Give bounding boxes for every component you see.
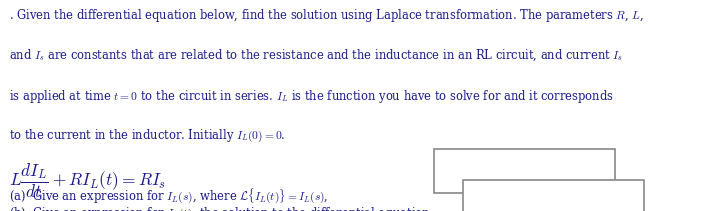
Text: is applied at time $t = 0$ to the circuit in series. $I_L$ is the function you h: is applied at time $t = 0$ to the circui… — [9, 88, 613, 105]
Text: and $I_s$ are constants that are related to the resistance and the inductance in: and $I_s$ are constants that are related… — [9, 47, 623, 63]
Bar — [434, 149, 615, 193]
Text: to the current in the inductor. Initially $I_L(0) = 0$.: to the current in the inductor. Initiall… — [9, 128, 285, 144]
Bar — [463, 180, 644, 211]
Text: (b)  Give an expression for $I_L(t)$; the solution to the differential equation: (b) Give an expression for $I_L(t)$; the… — [9, 206, 430, 211]
Text: . Given the differential equation below, find the solution using Laplace transfo: . Given the differential equation below,… — [9, 7, 644, 24]
Text: (a)  Give an expression for $I_L(s)$, where $\mathcal{L}\{I_L(t)\} = I_L(s)$,: (a) Give an expression for $I_L(s)$, whe… — [9, 187, 328, 205]
Text: $L\dfrac{dI_L}{dt} + RI_L(t) = RI_s$: $L\dfrac{dI_L}{dt} + RI_L(t) = RI_s$ — [9, 161, 166, 200]
